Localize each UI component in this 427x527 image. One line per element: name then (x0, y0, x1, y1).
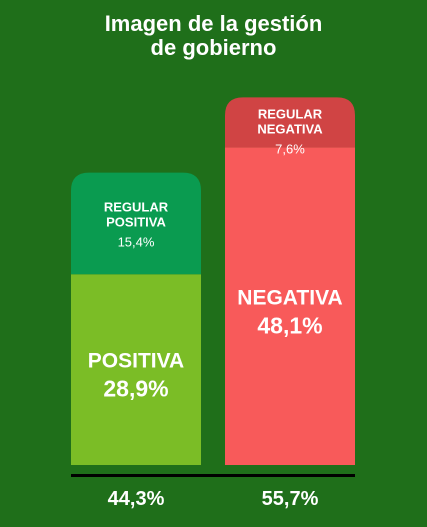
chart-title: Imagen de la gestión de gobierno (0, 12, 427, 60)
bar-2-segment-1-label: NEGATIVA (237, 286, 342, 309)
bar-2-total-label: 55,7% (262, 488, 319, 510)
chart-title-line2: de gobierno (150, 35, 277, 60)
bar-1-segment-1-value: 28,9% (103, 376, 168, 402)
bar-2-segment-1-value: 48,1% (257, 312, 322, 338)
bar-1-segment-2-value: 15,4% (118, 234, 155, 249)
chart-baseline (71, 474, 355, 477)
bar-1-segment-2-label-line2: POSITIVA (106, 214, 166, 229)
bar-2-segment-2-label-line1: REGULAR (258, 106, 323, 121)
bar-1-total-label: 44,3% (108, 488, 165, 510)
bar-2-segment-2 (225, 97, 355, 148)
bar-1-segment-1-label: POSITIVA (88, 350, 184, 373)
bar-2-segment-2-label-line2: NEGATIVA (257, 121, 323, 136)
bar-2-segment-2-value: 7,6% (275, 141, 305, 156)
chart-title-line1: Imagen de la gestión (104, 11, 323, 36)
bar-1-segment-2-label-line1: REGULAR (104, 199, 169, 214)
bar-2-segment-1 (225, 147, 355, 466)
bar-1-segment-2 (71, 172, 201, 275)
bar-1-segment-1 (71, 274, 201, 465)
